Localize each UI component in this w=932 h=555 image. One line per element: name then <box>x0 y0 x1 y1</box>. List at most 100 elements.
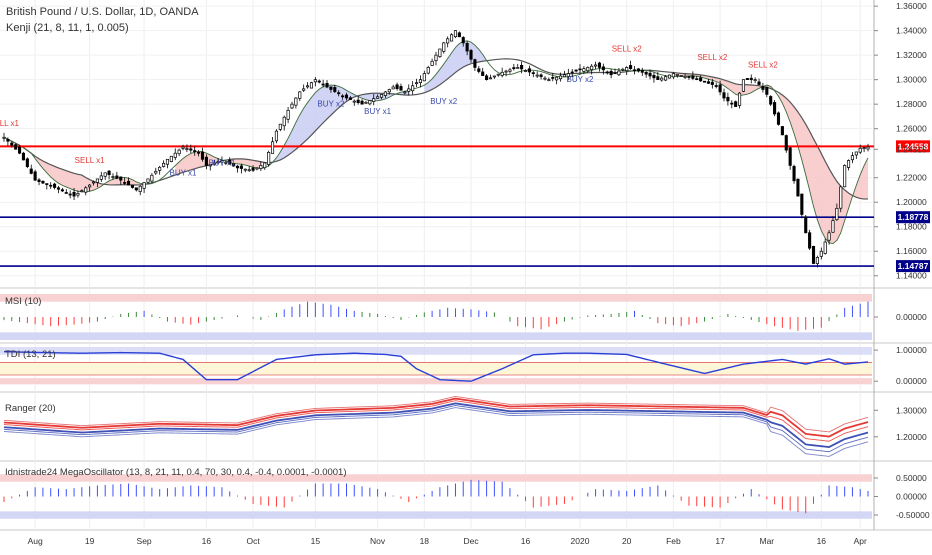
buy-signal-label: BUY x2 <box>317 100 345 109</box>
candle-body <box>306 85 310 88</box>
candle-body <box>235 165 240 169</box>
candle-body <box>823 241 827 254</box>
y-tick-label: 0.00000 <box>896 492 927 502</box>
candle-body <box>107 170 111 175</box>
candle-body <box>430 60 434 66</box>
candle-body <box>714 85 718 87</box>
price-tag <box>896 211 930 224</box>
candle-body <box>313 79 317 83</box>
candle-body <box>854 151 858 156</box>
candle-body <box>695 78 699 81</box>
candle-body <box>18 146 22 154</box>
candle-body <box>165 158 170 165</box>
candle-body <box>442 42 446 52</box>
candle-body <box>632 69 637 72</box>
candle-body <box>204 156 208 166</box>
candle-body <box>656 76 660 81</box>
candle-body <box>570 71 574 74</box>
candle-body <box>309 82 314 89</box>
candle-body <box>352 100 356 103</box>
candle-body <box>56 187 61 190</box>
candle-body <box>535 74 539 77</box>
candle-body <box>749 77 753 81</box>
candle-body <box>769 96 773 105</box>
candle-body <box>270 141 275 154</box>
candle-body <box>800 193 804 215</box>
candle-body <box>485 75 489 81</box>
candle-body <box>477 68 481 72</box>
candle-body <box>197 151 201 154</box>
x-axis-label: Oct <box>246 536 260 546</box>
candle-body <box>414 82 419 85</box>
candle-body <box>169 155 173 162</box>
buy-signal-label: BUY x2 <box>567 75 595 84</box>
candle-body <box>103 172 107 177</box>
candle-body <box>492 75 496 78</box>
candle-body <box>267 152 271 165</box>
candle-body <box>115 175 119 179</box>
candle-body <box>617 70 621 76</box>
candle-body <box>426 67 430 74</box>
candle-body <box>597 62 602 68</box>
x-axis-label: Nov <box>370 536 386 546</box>
study-label: Kenji (21, 8, 11, 1, 0.005) <box>6 22 129 34</box>
candle-body <box>259 165 263 169</box>
candle-body <box>757 81 761 85</box>
candle-body <box>718 84 722 93</box>
candle-body <box>29 168 33 174</box>
candle-body <box>808 232 812 249</box>
candle-body <box>158 166 162 171</box>
x-axis-label: Feb <box>666 536 681 546</box>
candle-body <box>745 78 749 81</box>
y-tick-label: 0.50000 <box>896 473 927 483</box>
x-axis-label: Sep <box>137 536 152 546</box>
sell-signal-label: SELL x2 <box>697 53 727 62</box>
x-axis-label: 18 <box>420 536 430 546</box>
candle-body <box>780 126 784 136</box>
candle-body <box>660 77 664 81</box>
candle-body <box>68 193 72 196</box>
candle-body <box>488 77 493 80</box>
candle-body <box>819 250 823 257</box>
candle-body <box>247 169 251 172</box>
candle-body <box>395 84 399 89</box>
candle-body <box>348 97 352 100</box>
candle-body <box>99 175 103 180</box>
candle-body <box>831 220 835 233</box>
mega-lower-band <box>0 511 872 519</box>
price-tag <box>896 260 930 273</box>
candle-body <box>383 91 387 96</box>
candle-body <box>173 152 177 158</box>
candle-body <box>543 77 547 80</box>
candle-body <box>162 162 166 167</box>
ranger-line <box>3 397 869 438</box>
msi-lower-band <box>0 332 872 340</box>
candle-body <box>862 147 866 150</box>
candle-body <box>126 180 131 186</box>
x-axis-label: 16 <box>202 536 212 546</box>
candle-body <box>551 77 555 79</box>
candle-body <box>337 92 341 95</box>
candle-body <box>446 38 450 44</box>
candle-body <box>796 178 800 197</box>
candle-body <box>453 30 458 38</box>
y-tick-label: 1.16000 <box>896 246 927 256</box>
candle-body <box>531 72 535 75</box>
candle-body <box>130 184 134 188</box>
candle-body <box>434 54 438 61</box>
candle-body <box>601 66 605 71</box>
candle-body <box>500 71 504 76</box>
candle-body <box>609 70 613 76</box>
candle-body <box>555 76 559 81</box>
candle-body <box>765 86 769 95</box>
candle-body <box>33 171 37 181</box>
candle-body <box>391 86 395 90</box>
candle-body <box>469 50 473 60</box>
candle-body <box>6 139 10 142</box>
x-axis-label: Dec <box>463 536 479 546</box>
y-tick-label: 1.28000 <box>896 99 927 109</box>
candle-body <box>21 152 26 161</box>
kenji-cloud <box>175 151 261 176</box>
candle-body <box>636 68 640 72</box>
